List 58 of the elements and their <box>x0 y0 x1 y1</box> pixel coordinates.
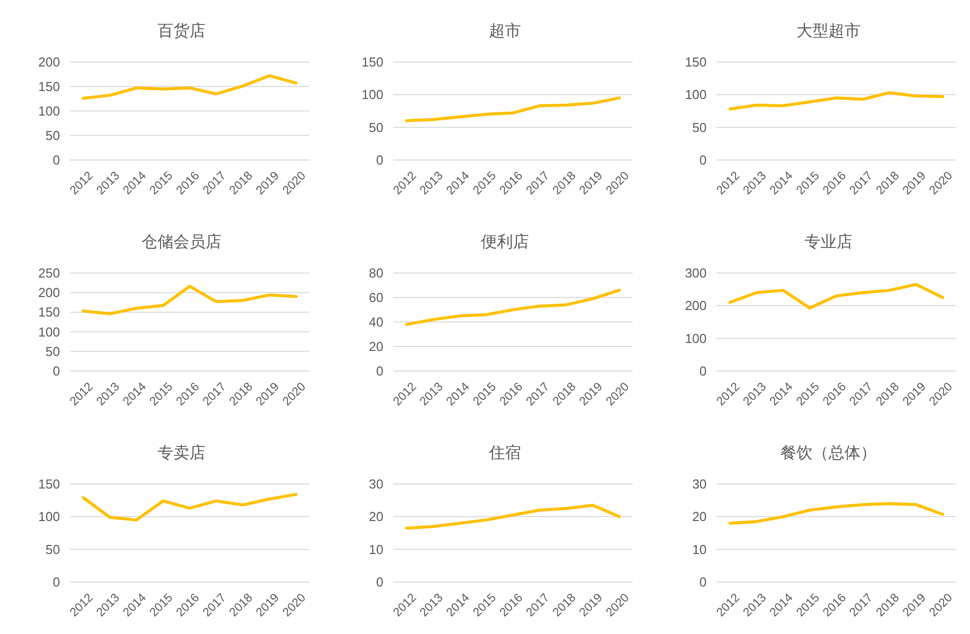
y-tick-label: 10 <box>368 542 384 557</box>
chart-title: 餐饮（总体） <box>780 444 876 462</box>
line-series <box>82 284 298 316</box>
chart-title: 便利店 <box>481 233 529 251</box>
y-tick-label: 100 <box>38 104 60 118</box>
y-tick-label: 100 <box>362 87 384 102</box>
y-tick-label: 0 <box>376 574 384 590</box>
y-tick-label: 50 <box>368 120 384 135</box>
y-tick-label: 100 <box>38 324 60 340</box>
line-series <box>405 288 621 326</box>
y-tick-label: 50 <box>692 120 707 135</box>
chart-title: 百货店 <box>158 22 206 40</box>
chart-title: 仓储会员店 <box>142 233 222 251</box>
y-tick-label: 50 <box>46 542 60 557</box>
y-tick-label: 40 <box>368 314 384 330</box>
y-tick-label: 50 <box>46 128 60 143</box>
chart-title: 住宿 <box>488 444 521 462</box>
y-tick-label: 300 <box>684 266 707 280</box>
y-tick-label: 150 <box>362 54 384 70</box>
line-series <box>728 282 944 310</box>
y-tick-label: 200 <box>38 54 60 70</box>
y-tick-label: 200 <box>38 285 60 300</box>
y-tick-label: 20 <box>368 509 384 524</box>
line-series <box>405 504 621 530</box>
y-tick-label: 10 <box>692 542 707 557</box>
y-tick-label: 150 <box>38 79 60 94</box>
y-tick-label: 0 <box>376 152 384 168</box>
line-series <box>728 91 944 111</box>
chart-title: 大型超市 <box>796 22 860 40</box>
y-tick-label: 150 <box>38 304 60 320</box>
y-tick-label: 20 <box>692 509 707 524</box>
chart-title: 专卖店 <box>158 444 206 462</box>
y-tick-label: 30 <box>368 476 384 492</box>
y-tick-label: 0 <box>376 364 384 378</box>
y-tick-label: 60 <box>368 290 384 305</box>
y-tick-label: 200 <box>684 298 707 314</box>
y-tick-label: 100 <box>684 330 707 346</box>
y-tick-label: 100 <box>684 87 707 102</box>
y-tick-label: 0 <box>699 574 707 590</box>
y-tick-label: 0 <box>52 574 60 590</box>
line-series <box>82 74 298 100</box>
y-tick-label: 0 <box>699 152 707 168</box>
y-tick-label: 150 <box>684 54 707 70</box>
y-tick-label: 50 <box>46 344 60 359</box>
y-tick-label: 250 <box>38 266 60 280</box>
y-tick-label: 150 <box>38 476 60 492</box>
line-series <box>405 96 621 122</box>
y-tick-label: 80 <box>368 266 384 280</box>
chart-title: 专业店 <box>804 233 852 251</box>
y-tick-label: 0 <box>699 364 707 378</box>
y-tick-label: 0 <box>52 364 60 378</box>
y-tick-label: 100 <box>38 509 60 524</box>
y-tick-label: 30 <box>692 476 707 492</box>
line-series <box>82 492 298 522</box>
y-tick-label: 0 <box>52 152 60 168</box>
chart-title: 超市 <box>489 22 521 40</box>
y-tick-label: 20 <box>368 339 384 354</box>
line-series <box>728 502 944 525</box>
